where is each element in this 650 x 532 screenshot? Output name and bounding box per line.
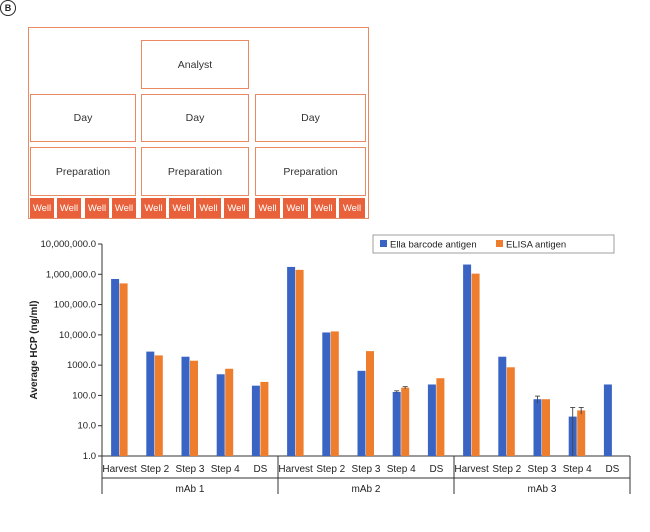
x-tick-label: Step 3: [176, 464, 205, 475]
y-tick-label: 1,000,000.0: [46, 269, 96, 280]
x-tick-label: Harvest: [454, 464, 489, 475]
bar-ella: [216, 374, 225, 456]
x-tick-label: DS: [253, 464, 267, 475]
preparation-box-3: Preparation: [255, 147, 366, 196]
bar-ella: [603, 384, 612, 456]
bar-ella: [533, 399, 542, 456]
bar-ella: [287, 266, 296, 456]
y-tick-label: 100,000.0: [54, 300, 96, 311]
x-tick-label: DS: [605, 464, 619, 475]
preparation-label: Preparation: [167, 165, 223, 178]
x-tick-label: Step 3: [528, 464, 557, 475]
bar-elisa: [330, 331, 339, 456]
bar-ella: [251, 385, 260, 456]
group-label: mAb 2: [352, 484, 381, 495]
day-box-3: Day: [255, 94, 366, 142]
bar-elisa: [225, 368, 234, 456]
well-cell: Well: [224, 198, 249, 218]
well-cell: Well: [283, 198, 308, 218]
preparation-label: Preparation: [55, 165, 111, 178]
well-cell: Well: [85, 198, 109, 218]
day-label: Day: [185, 112, 205, 124]
bar-elisa: [119, 283, 128, 456]
y-tick-label: 1.0: [83, 451, 96, 462]
bar-elisa: [542, 399, 550, 456]
y-tick-label: 10,000.0: [59, 330, 96, 341]
bar-ella: [181, 356, 190, 456]
legend-label: ELISA antigen: [506, 240, 566, 251]
legend-label: Ella barcode antigen: [390, 240, 477, 251]
legend-swatch: [496, 240, 503, 247]
well-cell: Well: [255, 198, 280, 218]
well-cell: Well: [30, 198, 54, 218]
x-tick-label: Step 3: [352, 464, 381, 475]
well-cell: Well: [169, 198, 194, 218]
well-cell: Well: [311, 198, 336, 218]
legend-swatch: [380, 240, 387, 247]
legend-box: [372, 234, 615, 254]
x-tick-label: Step 4: [387, 464, 416, 475]
preparation-box-1: Preparation: [30, 147, 136, 196]
bar-elisa: [471, 273, 480, 456]
well-cell: Well: [339, 198, 365, 218]
panel-a-frame: [28, 27, 369, 219]
day-box-2: Day: [141, 94, 249, 142]
bar-ella: [427, 384, 436, 456]
bar-ella: [357, 370, 366, 456]
day-label: Day: [73, 112, 93, 124]
well-cell: Well: [196, 198, 221, 218]
bar-ella: [498, 356, 507, 456]
panel-b-label: B: [0, 0, 16, 16]
x-tick-label: Step 2: [492, 464, 521, 475]
x-tick-label: Step 4: [211, 464, 240, 475]
x-tick-label: Step 2: [316, 464, 345, 475]
bar-ella: [322, 332, 331, 456]
bar-elisa: [436, 378, 445, 456]
group-label: mAb 3: [528, 484, 557, 495]
bar-elisa: [154, 355, 163, 456]
bar-elisa: [577, 410, 586, 456]
group-label: mAb 1: [176, 484, 205, 495]
bar-ella: [111, 278, 120, 456]
preparation-label: Preparation: [283, 165, 338, 178]
day-box-1: Day: [30, 94, 136, 142]
analyst-label: Analyst: [177, 58, 213, 71]
x-tick-label: Harvest: [278, 464, 313, 475]
preparation-box-2: Preparation: [141, 147, 249, 196]
bar-elisa: [366, 351, 374, 456]
bar-elisa: [260, 381, 269, 456]
bar-elisa: [190, 360, 198, 456]
x-tick-label: Step 2: [140, 464, 169, 475]
y-axis-title: Average HCP (ng/ml): [29, 301, 40, 400]
day-label: Day: [301, 112, 320, 124]
bar-elisa: [295, 269, 304, 456]
x-tick-label: Harvest: [102, 464, 137, 475]
bar-ella: [463, 264, 472, 456]
y-tick-label: 1000.0: [67, 360, 96, 371]
analyst-box: Analyst: [141, 40, 249, 89]
well-cell: Well: [112, 198, 136, 218]
well-cell: Well: [57, 198, 81, 218]
y-tick-label: 10.0: [78, 421, 97, 432]
y-tick-label: 100.0: [72, 390, 96, 401]
x-tick-label: DS: [429, 464, 443, 475]
well-cell: Well: [141, 198, 166, 218]
y-tick-label: 10,000,000.0: [41, 239, 96, 250]
bar-elisa: [401, 387, 410, 456]
bar-ella: [146, 351, 155, 456]
bar-elisa: [506, 367, 515, 456]
x-tick-label: Step 4: [563, 464, 592, 475]
bar-ella: [392, 391, 401, 456]
